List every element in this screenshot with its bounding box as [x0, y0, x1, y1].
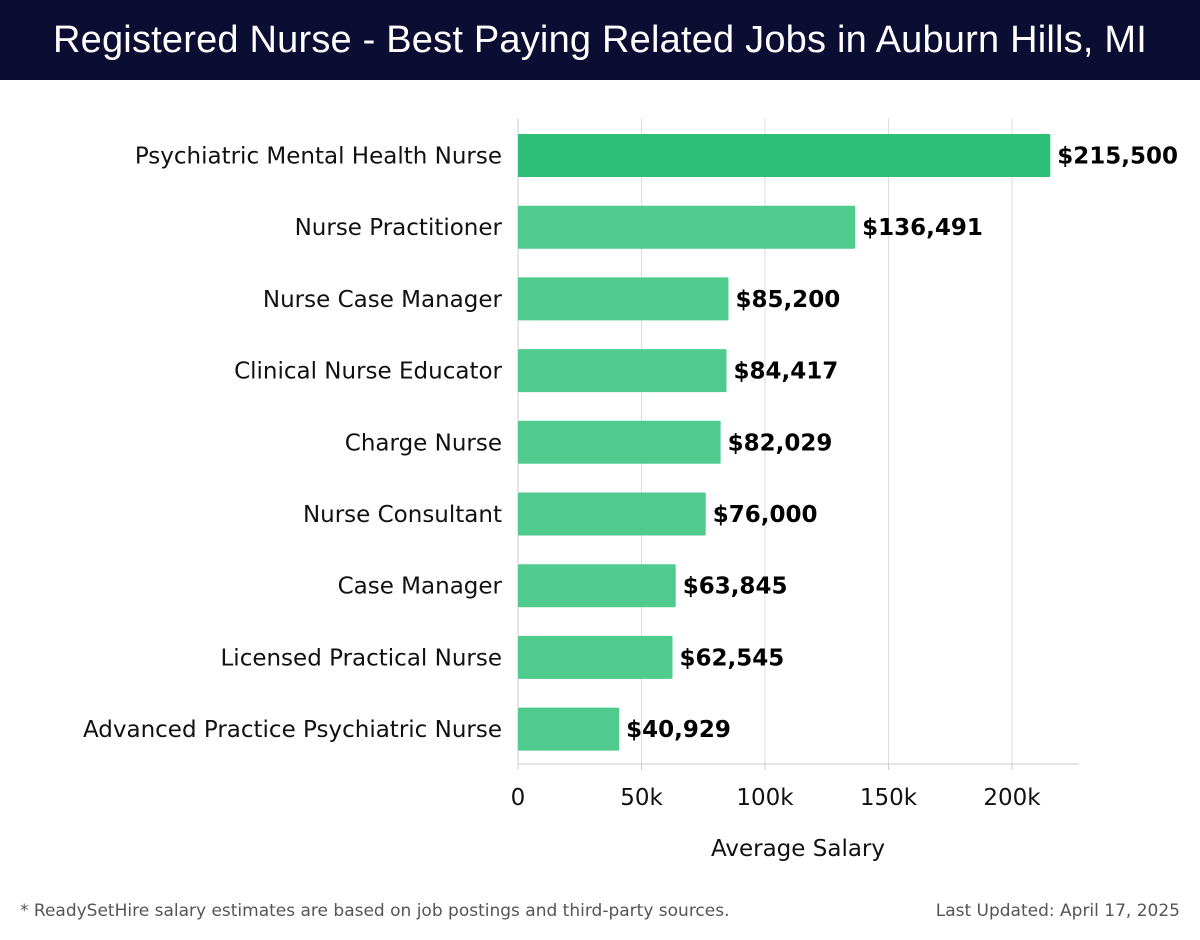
x-axis-title: Average Salary [711, 836, 885, 862]
value-label: $136,491 [862, 215, 983, 241]
value-label: $62,545 [679, 645, 784, 671]
chart-title: Registered Nurse - Best Paying Related J… [53, 18, 1147, 61]
chart-title-banner: Registered Nurse - Best Paying Related J… [0, 0, 1200, 80]
value-label: $85,200 [735, 287, 840, 313]
bar-nurse-consultant [518, 492, 706, 536]
bar-psychiatric-mental-health-nurse [518, 134, 1051, 177]
bar-chart: 0 50k 100k 150k 200k Average Salary Psychiatri… [83, 118, 1178, 862]
value-label: $84,417 [734, 359, 839, 385]
value-label: $215,500 [1057, 144, 1178, 170]
category-label: Nurse Consultant [303, 502, 502, 528]
bar-licensed-practical-nurse [518, 635, 673, 679]
value-label: $40,929 [626, 717, 731, 743]
bar-nurse-practitioner [518, 205, 856, 249]
category-label: Clinical Nurse Educator [234, 359, 502, 385]
last-updated: Last Updated: April 17, 2025 [935, 901, 1180, 921]
category-label: Psychiatric Mental Health Nurse [135, 144, 502, 170]
category-label: Licensed Practical Nurse [220, 645, 502, 671]
category-label: Advanced Practice Psychiatric Nurse [83, 717, 502, 743]
x-tick-label: 50k [620, 785, 663, 811]
bar-case-manager [518, 564, 676, 608]
bar-advanced-practice-psychiatric-nurse [518, 707, 620, 751]
value-label: $82,029 [728, 430, 833, 456]
category-label: Case Manager [338, 574, 503, 600]
category-label: Charge Nurse [345, 430, 502, 456]
x-tick-label: 0 [511, 785, 526, 811]
value-label: $76,000 [713, 502, 818, 528]
footer-note: * ReadySetHire salary estimates are base… [20, 901, 730, 921]
x-tick-label: 150k [860, 785, 918, 811]
bar-clinical-nurse-educator [518, 349, 727, 393]
category-label: Nurse Case Manager [263, 287, 503, 313]
x-tick-label: 200k [983, 785, 1041, 811]
category-label: Nurse Practitioner [295, 215, 503, 241]
bar-charge-nurse [518, 420, 721, 464]
value-label: $63,845 [683, 574, 788, 600]
bar-nurse-case-manager [518, 277, 729, 321]
x-tick-label: 100k [736, 785, 794, 811]
